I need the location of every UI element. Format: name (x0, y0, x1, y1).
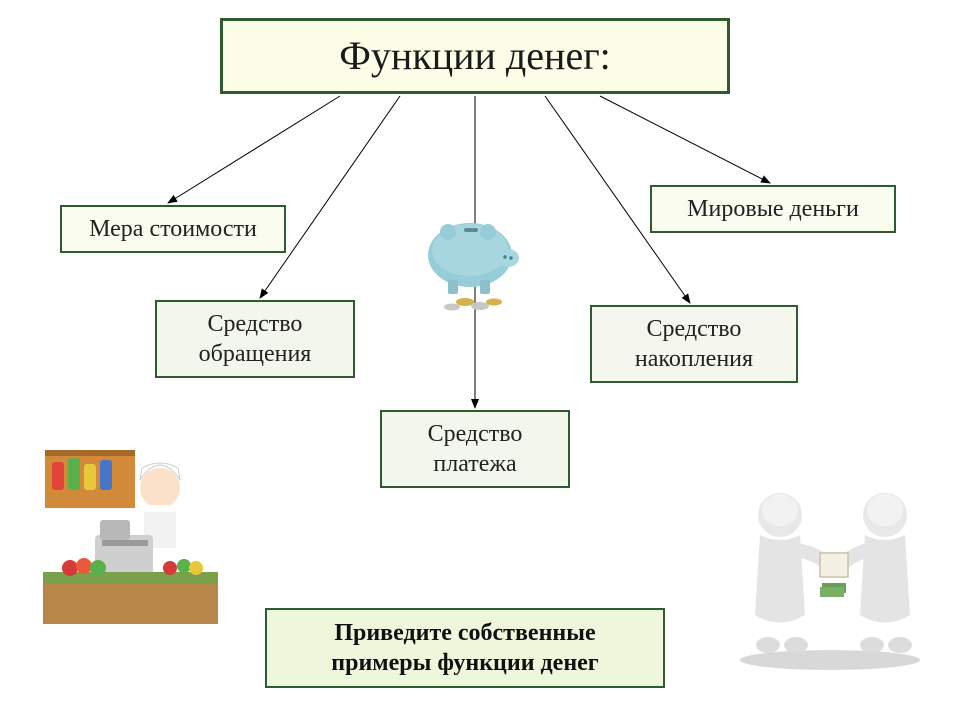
node-pay-label: Средство платежа (428, 419, 523, 479)
task-box: Приведите собственные примеры функции де… (265, 608, 665, 688)
title-text: Функции денег: (339, 31, 610, 81)
piggy-bank-image (410, 200, 540, 325)
node-accum: Средство накопления (590, 305, 798, 383)
node-accum-label: Средство накопления (635, 314, 753, 374)
node-world: Мировые деньги (650, 185, 896, 233)
node-mera-label: Мера стоимости (89, 214, 257, 244)
node-world-label: Мировые деньги (687, 194, 859, 224)
node-mera: Мера стоимости (60, 205, 286, 253)
node-pay: Средство платежа (380, 410, 570, 488)
node-circ-label: Средство обращения (199, 309, 312, 369)
cashier-image (40, 440, 250, 645)
task-text: Приведите собственные примеры функции де… (331, 618, 598, 678)
node-circ: Средство обращения (155, 300, 355, 378)
title-box: Функции денег: (220, 18, 730, 94)
exchange-figures-image (720, 475, 940, 680)
